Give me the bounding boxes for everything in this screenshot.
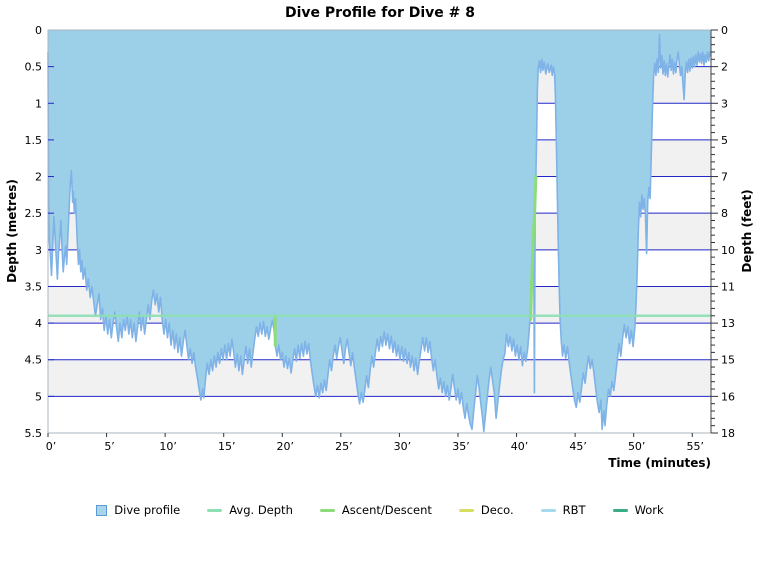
x-axis-tick-label: 25’ — [335, 440, 353, 453]
y-axis-tick-label-feet: 15 — [721, 354, 735, 367]
legend-label-avg-depth: Avg. Depth — [229, 503, 293, 517]
y-axis-tick-label-feet: 8 — [721, 207, 728, 220]
ascent-descent-line — [529, 175, 538, 321]
legend-item-avg-depth: Avg. Depth — [207, 503, 293, 517]
legend-item-work: Work — [612, 503, 664, 517]
legend-swatch-avg-depth-icon — [207, 508, 223, 512]
legend-swatch-ascent-descent-icon — [319, 508, 335, 512]
x-axis-tick-label: 50’ — [628, 440, 646, 453]
y-axis-tick-label-metres: 3.5 — [25, 280, 43, 293]
y-axis-tick-label-feet: 16 — [721, 390, 735, 403]
y-axis-tick-label-metres: 4.5 — [25, 354, 43, 367]
legend-swatch-work-icon — [612, 508, 628, 512]
x-axis-tick-label: 45’ — [569, 440, 587, 453]
y-axis-tick-label-feet: 11 — [721, 280, 735, 293]
dive-profile-chart: 0 0.5 1 1.5 2 2.5 3 3.5 4 4.5 5 5.5 0 2 3 5 7 8 10 11 13 15 16… — [25, 24, 736, 453]
y-axis-tick-label-metres: 0.5 — [25, 61, 43, 74]
y-axis-tick-label-feet: 18 — [721, 427, 735, 440]
y-axis-tick-label-metres: 1.5 — [25, 134, 43, 147]
dive-profile-area — [48, 30, 711, 432]
x-axis-tick-label: 20’ — [277, 440, 295, 453]
y-axis-tick-label-feet: 13 — [721, 317, 735, 330]
legend-label-ascent-descent: Ascent/Descent — [341, 503, 432, 517]
y-axis-tick-label-metres: 0 — [35, 24, 42, 37]
legend-item-deco: Deco. — [458, 503, 514, 517]
y-axis-tick-label-feet: 10 — [721, 244, 735, 257]
legend-swatch-dive-profile-icon — [96, 504, 108, 516]
y-axis-tick-label-metres: 1 — [35, 97, 42, 110]
legend-item-ascent-descent: Ascent/Descent — [319, 503, 432, 517]
legend-swatch-deco-icon — [458, 508, 474, 512]
dive-profile-line — [47, 33, 712, 433]
legend-item-dive-profile: Dive profile — [96, 503, 180, 517]
y-axis-tick-label-metres: 5 — [35, 390, 42, 403]
x-axis-tick-label: 55’ — [687, 440, 705, 453]
y-axis-tick-label-feet: 5 — [721, 134, 728, 147]
legend-swatch-rbt-icon — [540, 508, 556, 512]
x-axis-tick-label: 40’ — [511, 440, 529, 453]
x-axis-tick-label: 5’ — [104, 440, 115, 453]
legend-item-rbt: RBT — [540, 503, 586, 517]
y-axis-tick-label-metres: 4 — [35, 317, 42, 330]
chart-title: Dive Profile for Dive # 8 — [285, 5, 475, 21]
y-axis-tick-label-feet: 0 — [721, 24, 728, 37]
x-axis-tick-label: 0’ — [46, 440, 57, 453]
legend: Dive profile Avg. Depth Ascent/Descent Deco… — [0, 503, 760, 517]
y-axis-title-feet: Depth (feet) — [740, 189, 754, 273]
y-axis-tick-label-feet: 3 — [721, 97, 728, 110]
x-axis-tick-label: 10’ — [159, 440, 177, 453]
y-axis-tick-label-metres: 5.5 — [25, 427, 43, 440]
y-axis-tick-label-metres: 2 — [35, 171, 42, 184]
x-axis-tick-label: 30’ — [394, 440, 412, 453]
legend-label-rbt: RBT — [562, 503, 586, 517]
x-axis-tick-label: 15’ — [218, 440, 236, 453]
x-axis-tick-label: 35’ — [452, 440, 470, 453]
y-axis-title-metres: Depth (metres) — [5, 179, 19, 283]
legend-label-dive-profile: Dive profile — [114, 503, 181, 517]
legend-label-deco: Deco. — [480, 503, 514, 517]
y-axis-tick-label-feet: 2 — [721, 61, 728, 74]
y-axis-tick-label-metres: 2.5 — [25, 207, 43, 220]
y-axis-tick-label-feet: 7 — [721, 171, 728, 184]
legend-label-work: Work — [634, 503, 664, 517]
y-axis-tick-label-metres: 3 — [35, 244, 42, 257]
x-axis-title: Time (minutes) — [608, 456, 711, 470]
